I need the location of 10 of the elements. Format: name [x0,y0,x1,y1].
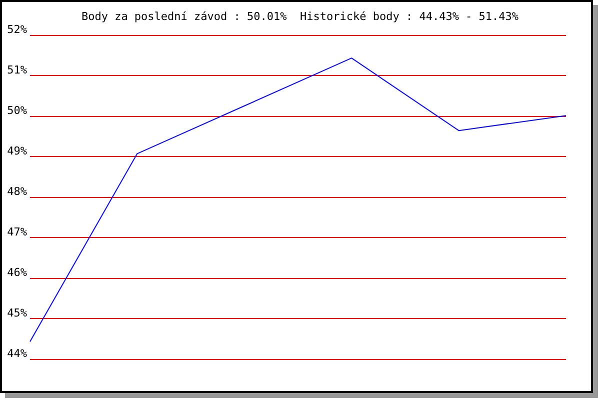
y-tick-label: 44% [7,347,28,360]
y-tick-label: 47% [7,226,28,238]
y-tick-label: 49% [7,144,28,158]
y-tick-label: 46% [7,266,28,279]
y-tick-label: 50% [7,104,28,117]
y-tick-label: 52% [7,23,28,36]
y-tick-label: 45% [7,306,28,320]
chart-title: Body za poslední závod : 50.01% Historické body : 44.43% - 51.43% [81,10,519,23]
y-tick-label: 48% [7,185,28,198]
y-tick-label: 51% [7,64,28,76]
